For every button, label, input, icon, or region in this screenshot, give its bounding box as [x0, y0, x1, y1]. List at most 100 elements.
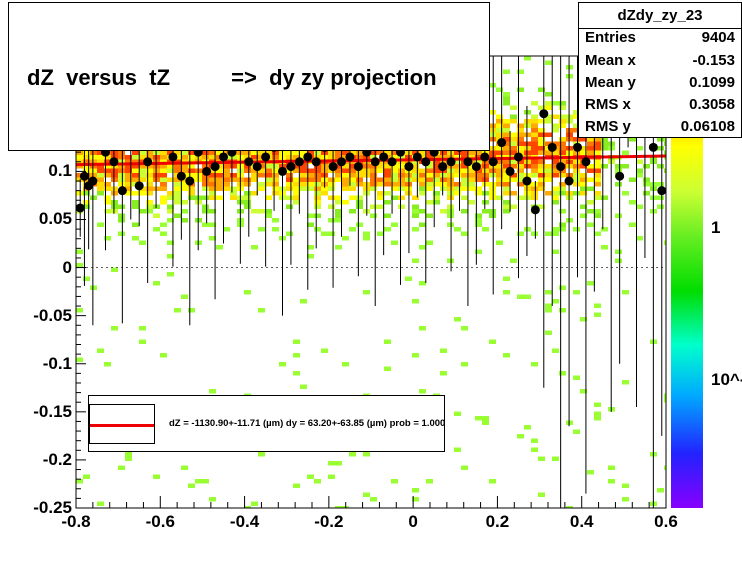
heatmap-cell	[475, 159, 482, 164]
heatmap-cell	[132, 155, 139, 160]
heatmap-cell	[503, 177, 510, 182]
heatmap-cell	[153, 227, 160, 232]
heatmap-cell	[286, 155, 293, 160]
heatmap-cell	[594, 150, 601, 155]
heatmap-cell	[433, 155, 440, 160]
heatmap-cell	[356, 173, 363, 178]
heatmap-cell	[265, 182, 272, 187]
heatmap-cell	[594, 416, 601, 421]
heatmap-cell	[349, 186, 356, 191]
profile-point	[311, 157, 321, 167]
heatmap-cell	[202, 479, 209, 484]
heatmap-cell	[496, 182, 503, 187]
heatmap-cell	[272, 173, 279, 178]
heatmap-cell	[552, 173, 559, 178]
heatmap-cell	[426, 182, 433, 187]
heatmap-cell	[125, 191, 132, 196]
heatmap-cell	[531, 150, 538, 155]
heatmap-cell	[111, 326, 118, 331]
heatmap-cell	[258, 452, 265, 457]
heatmap-cell	[496, 150, 503, 155]
heatmap-cell	[363, 452, 370, 457]
heatmap-cell	[216, 177, 223, 182]
heatmap-cell	[412, 488, 419, 493]
heatmap-cell	[83, 191, 90, 196]
heatmap-cell	[419, 182, 426, 187]
heatmap-cell	[258, 209, 265, 214]
heatmap-cell	[244, 191, 251, 196]
heatmap-cell	[244, 200, 251, 205]
heatmap-cell	[657, 146, 664, 151]
heatmap-cell	[167, 177, 174, 182]
heatmap-cell	[293, 150, 300, 155]
heatmap-cell	[531, 231, 538, 236]
heatmap-cell	[559, 141, 566, 146]
heatmap-cell	[265, 209, 272, 214]
heatmap-cell	[111, 200, 118, 205]
heatmap-cell	[132, 164, 139, 169]
heatmap-cell	[433, 195, 440, 200]
heatmap-cell	[594, 411, 601, 416]
heatmap-cell	[174, 168, 181, 173]
profile-point	[463, 157, 473, 167]
profile-point	[219, 152, 228, 162]
heatmap-cell	[580, 213, 587, 218]
heatmap-cell	[293, 339, 300, 344]
heatmap-cell	[146, 182, 153, 187]
profile-point	[134, 181, 144, 191]
heatmap-cell	[489, 339, 496, 344]
heatmap-cell	[384, 213, 391, 218]
heatmap-cell	[475, 173, 482, 178]
heatmap-cell	[496, 177, 503, 182]
heatmap-cell	[468, 155, 475, 160]
heatmap-cell	[377, 177, 384, 182]
x-tick-label: -0.6	[145, 512, 175, 531]
heatmap-cell	[657, 195, 664, 200]
heatmap-cell	[223, 168, 230, 173]
heatmap-cell	[307, 177, 314, 182]
heatmap-cell	[314, 173, 321, 178]
heatmap-cell	[293, 182, 300, 187]
heatmap-cell	[531, 132, 538, 137]
heatmap-cell	[258, 173, 265, 178]
heatmap-cell	[426, 155, 433, 160]
heatmap-cell	[510, 137, 517, 142]
y-tick-label: -0.05	[33, 305, 72, 325]
heatmap-cell	[160, 231, 167, 236]
heatmap-cell	[181, 168, 188, 173]
heatmap-cell	[489, 150, 496, 155]
heatmap-cell	[314, 195, 321, 200]
heatmap-cell	[524, 227, 531, 232]
stats-value: 0.1099	[689, 74, 735, 91]
heatmap-cell	[321, 191, 328, 196]
heatmap-cell	[167, 159, 174, 164]
heatmap-cell	[573, 123, 580, 128]
heatmap-cell	[447, 186, 454, 191]
heatmap-cell	[580, 146, 587, 151]
y-tick-label: -0.2	[42, 449, 72, 469]
heatmap-cell	[601, 137, 608, 142]
heatmap-cell	[447, 182, 454, 187]
title-box: dZ versus tZ => dy zy projection	[8, 2, 490, 151]
heatmap-cell	[293, 195, 300, 200]
heatmap-cell	[307, 254, 314, 259]
heatmap-cell	[503, 119, 510, 124]
heatmap-cell	[552, 141, 559, 146]
heatmap-cell	[496, 195, 503, 200]
heatmap-cell	[349, 227, 356, 232]
heatmap-cell	[559, 308, 566, 313]
heatmap-cell	[139, 209, 146, 214]
heatmap-cell	[139, 150, 146, 155]
heatmap-cell	[139, 164, 146, 169]
heatmap-cell	[545, 105, 552, 110]
heatmap-cell	[573, 173, 580, 178]
heatmap-cell	[244, 177, 251, 182]
heatmap-cell	[181, 218, 188, 223]
heatmap-cell	[496, 240, 503, 245]
heatmap-cell	[223, 227, 230, 232]
heatmap-cell	[412, 168, 419, 173]
heatmap-cell	[209, 182, 216, 187]
heatmap-cell	[545, 231, 552, 236]
heatmap-cell	[489, 186, 496, 191]
heatmap-cell	[496, 168, 503, 173]
